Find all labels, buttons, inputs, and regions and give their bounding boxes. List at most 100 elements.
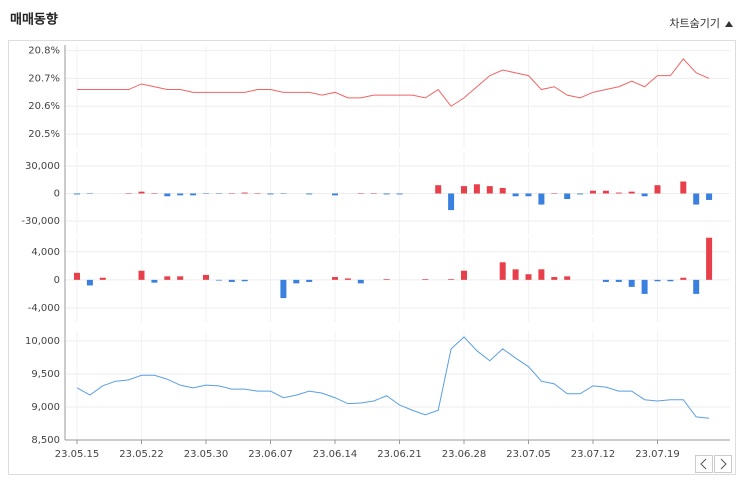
x-tick-label: 23.05.22 xyxy=(119,449,164,460)
bar xyxy=(332,277,338,280)
bar xyxy=(268,194,274,195)
bar xyxy=(306,194,312,195)
bar xyxy=(577,194,583,195)
bar xyxy=(384,279,390,280)
toggle-arrow[interactable] xyxy=(725,21,733,27)
x-tick-label: 23.07.12 xyxy=(571,449,616,460)
bar xyxy=(216,280,222,281)
bar xyxy=(526,274,532,280)
bar xyxy=(190,194,196,196)
x-tick-label: 23.06.21 xyxy=(377,449,422,460)
y-tick-label: 4,000 xyxy=(31,247,60,258)
bar xyxy=(448,194,454,211)
bar xyxy=(655,185,661,193)
bar xyxy=(680,278,686,280)
bar xyxy=(280,280,286,298)
bar xyxy=(487,186,493,193)
y-tick-label: 20.7% xyxy=(28,73,60,84)
x-tick-label: 23.05.15 xyxy=(55,449,100,460)
bar xyxy=(74,273,80,280)
bar xyxy=(642,280,648,294)
bar xyxy=(590,191,596,194)
bar xyxy=(332,194,338,196)
bar xyxy=(397,194,403,195)
x-tick-label: 23.06.14 xyxy=(313,449,358,460)
bar xyxy=(306,280,312,282)
bar xyxy=(706,238,712,280)
bar xyxy=(358,280,364,284)
bar xyxy=(526,194,532,197)
y-tick-label: 9,000 xyxy=(31,402,60,413)
bar xyxy=(203,275,209,280)
y-tick-label: 8,500 xyxy=(31,435,60,446)
bar xyxy=(538,194,544,205)
y-tick-label: 9,500 xyxy=(31,369,60,380)
x-tick-label: 23.05.30 xyxy=(184,449,229,460)
bar xyxy=(151,280,157,283)
bar xyxy=(177,276,183,280)
bar xyxy=(177,194,183,196)
y-tick-label: 0 xyxy=(54,275,60,286)
bar xyxy=(513,269,519,280)
bar xyxy=(461,271,467,280)
bar xyxy=(345,278,351,279)
bar xyxy=(448,279,454,280)
bar xyxy=(242,193,248,194)
bar xyxy=(693,194,699,205)
bar xyxy=(242,280,248,281)
y-tick-label: 0 xyxy=(54,189,60,200)
bar xyxy=(616,280,622,282)
x-tick-label: 23.06.28 xyxy=(442,449,487,460)
bar xyxy=(500,188,506,194)
bar xyxy=(616,193,622,194)
bar xyxy=(538,269,544,280)
bar xyxy=(500,262,506,280)
y-tick-label: 20.5% xyxy=(28,129,60,140)
y-tick-label: 10,000 xyxy=(25,336,60,347)
bar xyxy=(564,194,570,200)
y-tick-label: 30,000 xyxy=(25,161,60,172)
bar xyxy=(164,276,170,280)
x-tick-label: 23.06.07 xyxy=(248,449,293,460)
bar xyxy=(422,279,428,280)
panel-title: 매매동향 xyxy=(10,12,58,28)
bar xyxy=(293,280,299,284)
prev-button[interactable] xyxy=(696,456,713,473)
bar xyxy=(706,194,712,200)
bar xyxy=(564,276,570,280)
next-button[interactable] xyxy=(715,456,732,473)
y-tick-label: 20.6% xyxy=(28,101,60,112)
y-tick-label: 20.8% xyxy=(28,46,60,57)
line xyxy=(77,59,709,106)
bar xyxy=(629,192,635,194)
bar xyxy=(603,191,609,194)
y-tick-label: -30,000 xyxy=(21,216,60,227)
hide-chart-toggle[interactable]: 차트숨기기 xyxy=(669,17,720,30)
bar xyxy=(461,186,467,193)
bar xyxy=(551,277,557,280)
bar xyxy=(513,194,519,197)
bar xyxy=(603,280,609,282)
x-tick-label: 23.07.05 xyxy=(506,449,551,460)
x-tick-label: 23.07.19 xyxy=(635,449,680,460)
bar xyxy=(100,278,106,280)
bar xyxy=(435,185,441,193)
bar xyxy=(139,192,145,194)
bar xyxy=(87,280,93,286)
bar xyxy=(667,280,673,281)
bar xyxy=(693,280,699,294)
line xyxy=(77,337,709,418)
bar xyxy=(74,194,80,195)
bar xyxy=(642,194,648,197)
bar xyxy=(655,280,661,281)
bar xyxy=(474,184,480,193)
bar xyxy=(384,194,390,195)
bar xyxy=(139,271,145,280)
y-tick-label: -4,000 xyxy=(28,303,60,314)
bar xyxy=(629,280,635,287)
bar xyxy=(680,182,686,194)
chart-frame xyxy=(9,41,736,475)
bar xyxy=(229,280,235,282)
